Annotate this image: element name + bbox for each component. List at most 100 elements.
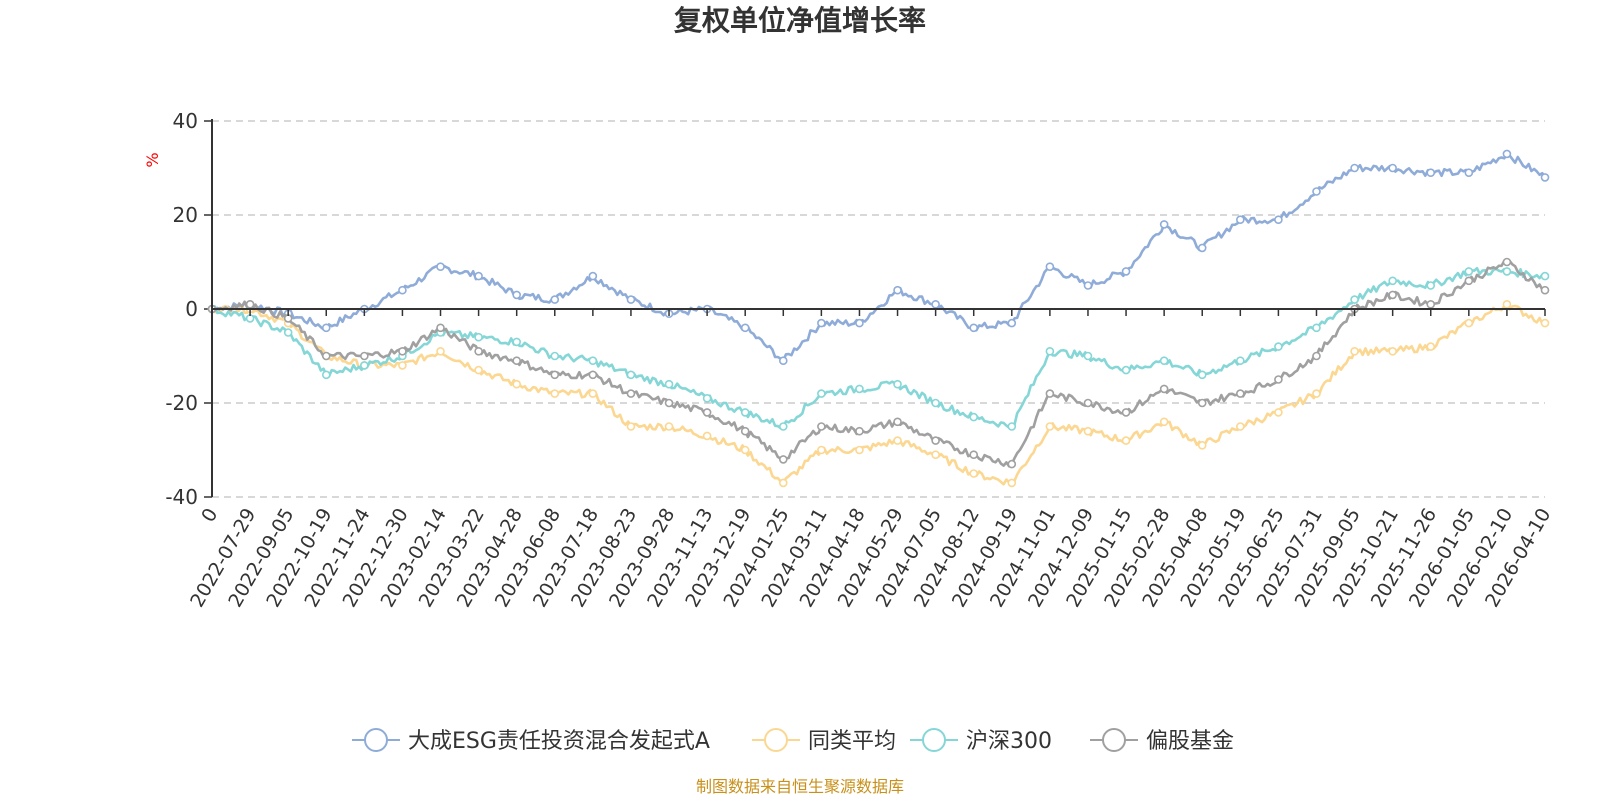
y-axis-ticks: -40 -20 0 20 40 [165,109,212,509]
legend-label: 偏股基金 [1146,729,1234,754]
data-point [627,423,634,430]
data-point [742,428,749,435]
data-point [475,367,482,374]
data-point [856,385,863,392]
data-point [932,437,939,444]
y-tick-label: 20 [173,203,198,227]
data-point [1123,409,1130,416]
data-point [1313,188,1320,195]
legend-label: 大成ESG责任投资混合发起式A [408,729,710,754]
data-point [285,329,292,336]
data-point [1084,400,1091,407]
y-tick-label: -40 [165,485,198,509]
data-point [361,353,368,360]
data-point [551,296,558,303]
data-point [1237,423,1244,430]
source-note: 制图数据来自恒生聚源数据库 [696,777,904,796]
data-point [1389,348,1396,355]
data-point [399,348,406,355]
data-point [551,390,558,397]
data-point [704,395,711,402]
series-group [209,301,1549,487]
legend-marker-icon [765,729,787,751]
data-point [1123,437,1130,444]
data-point [704,432,711,439]
y-tick-label: -20 [165,391,198,415]
data-point [589,390,596,397]
data-point [627,296,634,303]
data-point [551,371,558,378]
x-axis-ticks: 02022-07-292022-09-052022-10-192022-11-2… [186,309,1555,611]
data-point [932,451,939,458]
data-point [932,301,939,308]
series-group [209,150,1549,364]
data-point [323,371,330,378]
data-point [1465,268,1472,275]
data-point [1084,353,1091,360]
data-point [1503,259,1510,266]
data-point [437,348,444,355]
x-tick-label: 0 [197,505,222,526]
data-point [1503,301,1510,308]
data-point [1199,400,1206,407]
data-point [1275,216,1282,223]
data-point [742,409,749,416]
data-point [1046,423,1053,430]
data-point [818,423,825,430]
legend-item: 偏股基金 [1090,729,1234,754]
legend-item: 沪深300 [910,729,1052,754]
data-point [1275,343,1282,350]
data-point [1046,263,1053,270]
data-point [1465,320,1472,327]
data-point [1123,367,1130,374]
y-tick-label: 40 [173,109,198,133]
data-point [818,447,825,454]
legend-item: 大成ESG责任投资混合发起式A [352,729,710,754]
data-point [1427,343,1434,350]
data-point [1237,390,1244,397]
data-point [589,371,596,378]
data-point [1542,174,1549,181]
data-point [780,456,787,463]
data-point [627,390,634,397]
data-point [551,353,558,360]
data-point [1008,423,1015,430]
data-point [1161,385,1168,392]
plot-area [209,150,1549,486]
data-point [666,400,673,407]
data-point [818,320,825,327]
data-point [513,357,520,364]
data-point [475,273,482,280]
data-point [780,479,787,486]
data-point [1199,244,1206,251]
data-point [856,447,863,454]
data-point [970,324,977,331]
data-point [1161,418,1168,425]
data-point [1237,216,1244,223]
data-point [1427,282,1434,289]
data-point [1008,461,1015,468]
data-point [1503,268,1510,275]
legend-label: 同类平均 [808,729,896,754]
data-point [1465,277,1472,284]
legend-marker-icon [1103,729,1125,751]
data-point [1503,150,1510,157]
legend: 大成ESG责任投资混合发起式A 同类平均 沪深300 偏股基金 [352,729,1234,754]
data-point [780,357,787,364]
data-point [589,273,596,280]
data-point [437,324,444,331]
data-point [589,357,596,364]
series-line [212,154,1545,361]
data-point [856,428,863,435]
legend-marker-icon [923,729,945,751]
data-point [1084,428,1091,435]
data-point [437,263,444,270]
data-point [627,371,634,378]
data-point [1046,348,1053,355]
data-point [513,338,520,345]
series-line [212,304,1545,484]
data-point [932,400,939,407]
data-point [970,470,977,477]
data-point [1161,221,1168,228]
data-point [1542,273,1549,280]
